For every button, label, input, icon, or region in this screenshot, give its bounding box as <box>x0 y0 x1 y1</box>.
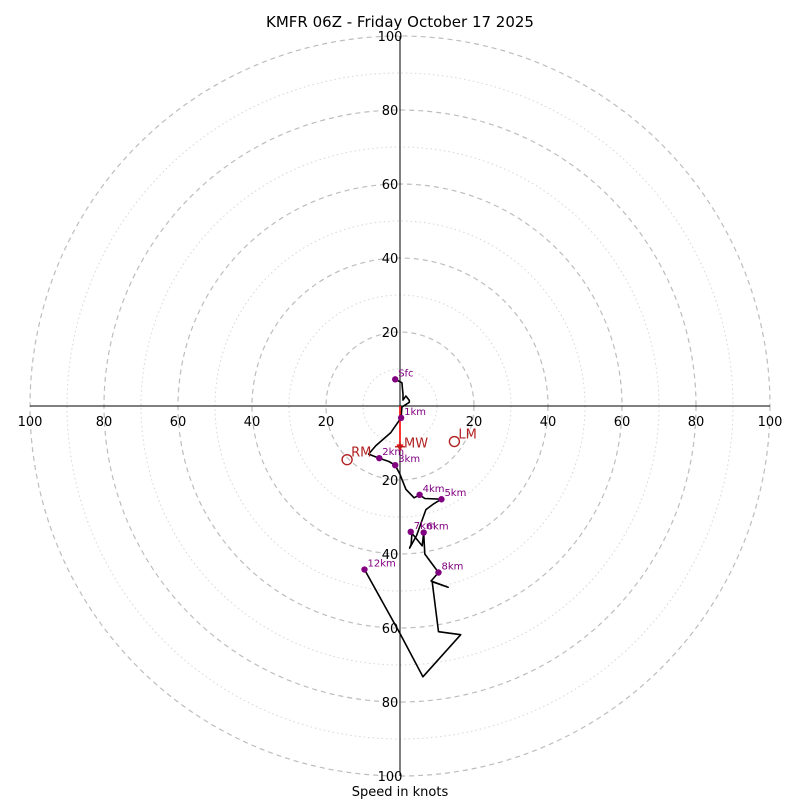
height-marker-8km <box>435 569 442 576</box>
tick-label-top-60: 60 <box>382 178 399 193</box>
height-label-7km: 7km <box>414 521 436 532</box>
storm-motion-lm-label: LM <box>458 428 476 443</box>
storm-motion-rm-marker <box>341 453 353 466</box>
height-marker-3km <box>391 462 399 469</box>
hodograph-trace <box>363 378 462 678</box>
tick-labels: 20 40 60 80 100 20 40 60 80 100 20 40 60 80 100 20 40 60 8… <box>18 30 783 785</box>
height-marker-7km <box>407 528 414 535</box>
x-axis-label: Speed in knots <box>352 785 449 800</box>
tick-label-top-20: 20 <box>382 326 399 341</box>
tick-label-top-40: 40 <box>382 252 399 267</box>
storm-motion-rm-label: RM <box>351 446 371 461</box>
height-marker-6km <box>420 529 427 536</box>
height-label-8km: 8km <box>441 562 463 573</box>
tick-label-bottom-20: 20 <box>382 474 399 489</box>
height-label-12km: 12km <box>367 559 395 570</box>
tick-label-right-100: 100 <box>758 415 783 430</box>
height-marker-sfc <box>391 376 399 383</box>
tick-label-bottom-80: 80 <box>382 696 399 711</box>
tick-label-left-100: 100 <box>18 415 43 430</box>
height-marker-4km <box>416 491 423 498</box>
storm-motion-lm-marker <box>448 435 461 448</box>
height-label-sfc: Sfc <box>398 368 413 379</box>
storm-motion-group: RM LM MW <box>341 406 477 466</box>
tick-label-right-60: 60 <box>614 415 631 430</box>
height-label-3km: 3km <box>398 454 420 465</box>
tick-label-right-40: 40 <box>540 415 557 430</box>
height-label-1km: 1km <box>404 407 426 418</box>
tick-label-left-20: 20 <box>318 415 335 430</box>
tick-label-top-100: 100 <box>378 30 403 45</box>
height-marker-5km <box>438 496 445 503</box>
height-marker-2km <box>376 454 383 462</box>
height-label-4km: 4km <box>423 484 445 495</box>
height-label-6km: 6km <box>427 522 449 533</box>
tick-label-top-80: 80 <box>382 104 399 119</box>
tick-label-bottom-60: 60 <box>382 622 399 637</box>
tick-label-bottom-100: 100 <box>378 770 403 785</box>
height-label-5km: 5km <box>444 488 466 499</box>
height-marker-12km <box>361 566 368 573</box>
height-marker-1km <box>397 414 405 422</box>
tick-label-left-40: 40 <box>244 415 261 430</box>
tick-label-left-60: 60 <box>170 415 187 430</box>
tick-label-right-20: 20 <box>466 415 483 430</box>
chart-title: KMFR 06Z - Friday October 17 2025 <box>266 13 534 31</box>
tick-label-bottom-40: 40 <box>382 548 399 563</box>
storm-motion-mw-label: MW <box>404 437 428 452</box>
tick-label-right-80: 80 <box>688 415 705 430</box>
height-label-2km: 2km <box>382 447 404 458</box>
hodograph-trace-group <box>363 378 462 678</box>
tick-label-left-80: 80 <box>96 415 113 430</box>
